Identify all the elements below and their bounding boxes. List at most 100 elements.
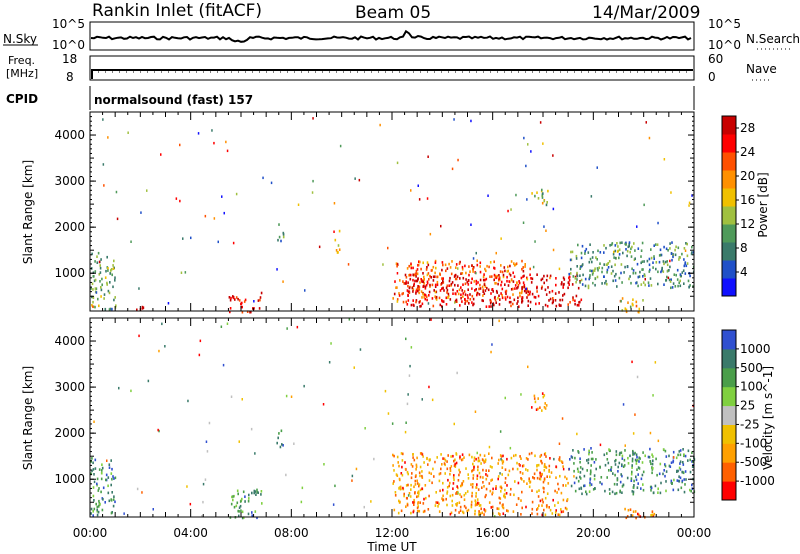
data-cell [101,283,103,287]
data-cell [232,498,234,502]
data-cell [408,286,411,290]
data-cell [562,498,565,502]
data-cell [436,283,439,287]
data-cell [570,484,573,488]
data-cell [490,506,493,509]
data-cell [97,510,100,514]
velocity-colorbar-label: Velocity [m s^-1] [761,366,775,470]
data-cell [260,291,263,295]
data-cell [521,301,523,304]
data-cell [475,251,477,255]
data-cell [459,260,461,264]
data-cell [449,467,452,470]
data-cell [479,265,481,268]
data-cell [677,284,679,288]
data-cell [453,474,455,477]
data-cell [541,196,544,199]
data-cell [511,278,513,282]
data-cell [413,500,416,504]
data-cell [451,493,454,497]
data-cell [422,293,424,296]
station-title: Rankin Inlet (fitACF) [92,1,262,21]
data-cell [555,509,557,512]
data-cell [692,285,694,288]
data-cell [534,240,536,243]
data-cell [502,512,505,515]
data-cell [92,461,94,465]
data-cell [471,277,473,281]
data-cell [91,457,93,460]
data-cell [624,444,626,447]
data-cell [405,496,408,500]
data-cell [670,461,673,464]
data-cell [112,267,115,270]
data-cell [541,504,543,507]
data-cell [519,455,521,458]
data-cell [598,266,600,270]
data-cell [179,199,181,203]
data-cell [428,471,431,475]
data-cell [557,487,560,491]
data-cell [110,483,112,487]
data-cell [97,505,100,508]
colorbar-swatch [722,367,736,388]
data-cell [574,277,577,280]
data-cell [440,453,442,456]
data-cell [616,242,618,245]
data-cell [679,273,682,276]
data-cell [498,274,500,277]
data-cell [590,195,593,198]
data-cell [456,485,458,488]
data-cell [607,461,610,465]
data-cell [612,472,614,475]
data-cell [431,268,433,272]
data-cell [667,276,670,280]
data-cell [665,489,667,493]
data-cell [472,474,475,477]
data-cell [587,458,590,461]
data-cell [578,304,580,307]
data-cell [286,327,288,330]
data-cell [520,499,522,502]
data-cell [680,486,683,490]
data-cell [454,299,457,303]
data-cell [501,296,504,300]
data-cell [460,293,462,297]
data-cell [411,472,413,475]
data-cell [441,268,443,272]
data-cell [674,248,676,252]
data-cell [101,508,104,512]
data-cell [521,286,523,289]
data-cell [448,279,451,283]
colorbar-frame [721,329,737,501]
data-cell [157,428,159,432]
data-cell [502,503,504,506]
data-cell [542,480,545,484]
data-cell [469,293,471,296]
data-cell [668,278,671,282]
data-cell [648,136,651,140]
data-cell [575,294,578,298]
data-cell [637,247,640,250]
data-cell [447,292,450,296]
data-cell [282,444,284,447]
data-cell [536,512,539,516]
data-cell [632,510,635,513]
data-cell [671,258,673,262]
data-cell [631,459,634,463]
data-cell [484,509,487,512]
data-cell [91,304,93,307]
data-cell [686,242,688,246]
data-cell [467,296,469,300]
data-cell [686,262,689,265]
data-cell [531,489,533,492]
data-cell [461,482,463,485]
data-cell [589,469,592,472]
data-cell [460,296,462,300]
data-cell [614,244,617,247]
data-cell [107,476,110,479]
data-cell [247,499,250,503]
data-cell [669,259,671,263]
data-cell [520,477,522,480]
data-cell [580,298,583,302]
